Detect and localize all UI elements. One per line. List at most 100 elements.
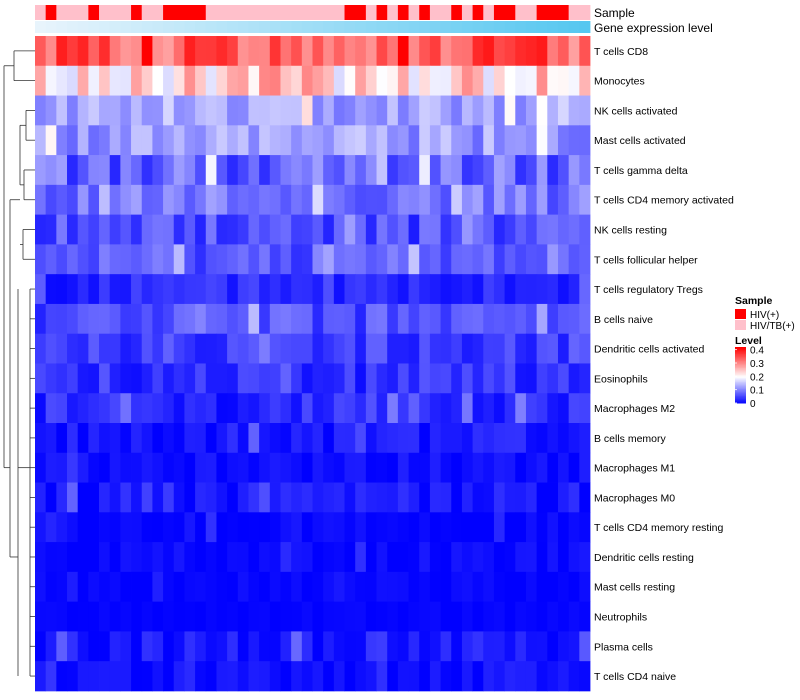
sample-cell: [141, 5, 153, 20]
heatmap-cell: [323, 95, 335, 126]
expression-cell: [152, 21, 164, 33]
legend-level-gradient: [735, 359, 746, 362]
sample-cell: [557, 5, 570, 20]
heatmap-cell: [56, 65, 68, 96]
heatmap-cell: [504, 155, 516, 186]
heatmap-cell: [67, 95, 79, 126]
heatmap-cell: [227, 393, 239, 424]
heatmap-cell: [99, 512, 111, 543]
heatmap-cell: [259, 333, 271, 364]
heatmap-cell: [312, 601, 324, 632]
heatmap-cell: [387, 95, 399, 126]
heatmap-cell: [355, 512, 367, 543]
heatmap-cell: [536, 631, 548, 662]
heatmap-cell: [525, 631, 538, 662]
sample-cell: [67, 5, 79, 20]
heatmap-cell: [493, 125, 506, 156]
heatmap-cell: [525, 452, 538, 483]
sample-cell: [216, 5, 228, 20]
heatmap-cell: [291, 661, 303, 692]
heatmap-cell: [397, 333, 409, 364]
heatmap-cell: [56, 393, 68, 424]
legend-level-title: Level: [735, 335, 762, 347]
sample-cell: [408, 5, 420, 20]
heatmap-cell: [195, 214, 207, 245]
heatmap-cell: [333, 452, 345, 483]
heatmap-cell: [184, 125, 196, 156]
heatmap-cell: [408, 65, 420, 96]
heatmap-cell: [451, 244, 463, 275]
heatmap-cell: [344, 244, 356, 275]
heatmap-cell: [312, 423, 324, 454]
heatmap-cell: [291, 65, 303, 96]
heatmap-cell: [568, 65, 580, 96]
legend-level-gradient: [735, 380, 746, 383]
heatmap-cell: [451, 65, 463, 96]
heatmap-cell: [205, 512, 217, 543]
heatmap-cell: [408, 274, 420, 305]
heatmap-cell: [88, 274, 100, 305]
heatmap-cell: [397, 274, 409, 305]
sample-cell: [163, 5, 175, 20]
heatmap-cell: [152, 631, 164, 662]
heatmap-cell: [259, 363, 271, 394]
heatmap-cell: [280, 631, 292, 662]
heatmap-cell: [152, 423, 164, 454]
heatmap-cell: [568, 601, 580, 632]
heatmap-cell: [227, 601, 239, 632]
heatmap-cell: [365, 363, 377, 394]
heatmap-cell: [493, 95, 506, 126]
heatmap-cell: [99, 571, 111, 603]
expression-cell: [451, 21, 463, 33]
heatmap-cell: [205, 393, 217, 424]
heatmap-cell: [45, 661, 57, 692]
heatmap-cell: [547, 274, 559, 305]
heatmap-cell: [216, 274, 228, 305]
heatmap-cell: [547, 214, 559, 245]
heatmap-cell: [525, 214, 538, 245]
heatmap-cell: [291, 393, 303, 424]
heatmap-cell: [461, 542, 473, 573]
heatmap-cell: [536, 333, 548, 364]
heatmap-cell: [365, 274, 377, 305]
heatmap-cell: [216, 95, 228, 126]
sample-cell: [461, 5, 473, 20]
heatmap-cell: [301, 65, 313, 96]
heatmap-cell: [301, 661, 313, 692]
heatmap-cell: [131, 423, 143, 454]
heatmap-cell: [451, 542, 463, 573]
heatmap-cell: [397, 601, 409, 632]
heatmap-cell: [557, 571, 570, 603]
heatmap-cell: [152, 661, 164, 692]
row-label: T cells gamma delta: [594, 165, 688, 177]
sample-cell: [579, 5, 591, 20]
heatmap-cell: [387, 65, 399, 96]
heatmap-cell: [88, 303, 100, 335]
heatmap-cell: [579, 333, 591, 364]
heatmap-cell: [67, 184, 79, 216]
heatmap-cell: [451, 125, 463, 156]
heatmap-cell: [440, 184, 452, 216]
heatmap-cell: [568, 571, 580, 603]
heatmap-cell: [323, 65, 335, 96]
legend-level-gradient: [735, 368, 746, 370]
heatmap-cell: [344, 303, 356, 335]
heatmap-cell: [504, 512, 516, 543]
heatmap-cell: [184, 65, 196, 96]
heatmap-cell: [205, 542, 217, 573]
heatmap-cell: [120, 95, 132, 126]
heatmap-cell: [547, 601, 559, 632]
heatmap-cell: [152, 512, 164, 543]
heatmap-cell: [173, 244, 185, 275]
expression-cell: [99, 21, 111, 33]
heatmap-cell: [536, 393, 548, 424]
heatmap-cell: [323, 393, 335, 424]
heatmap-cell: [109, 184, 121, 216]
heatmap-cell: [440, 393, 452, 424]
legend-level-tick-label: 0.4: [750, 346, 764, 357]
heatmap-cell: [504, 214, 516, 245]
heatmap-cell: [109, 601, 121, 632]
heatmap-cell: [429, 125, 441, 156]
heatmap-cell: [56, 542, 68, 573]
